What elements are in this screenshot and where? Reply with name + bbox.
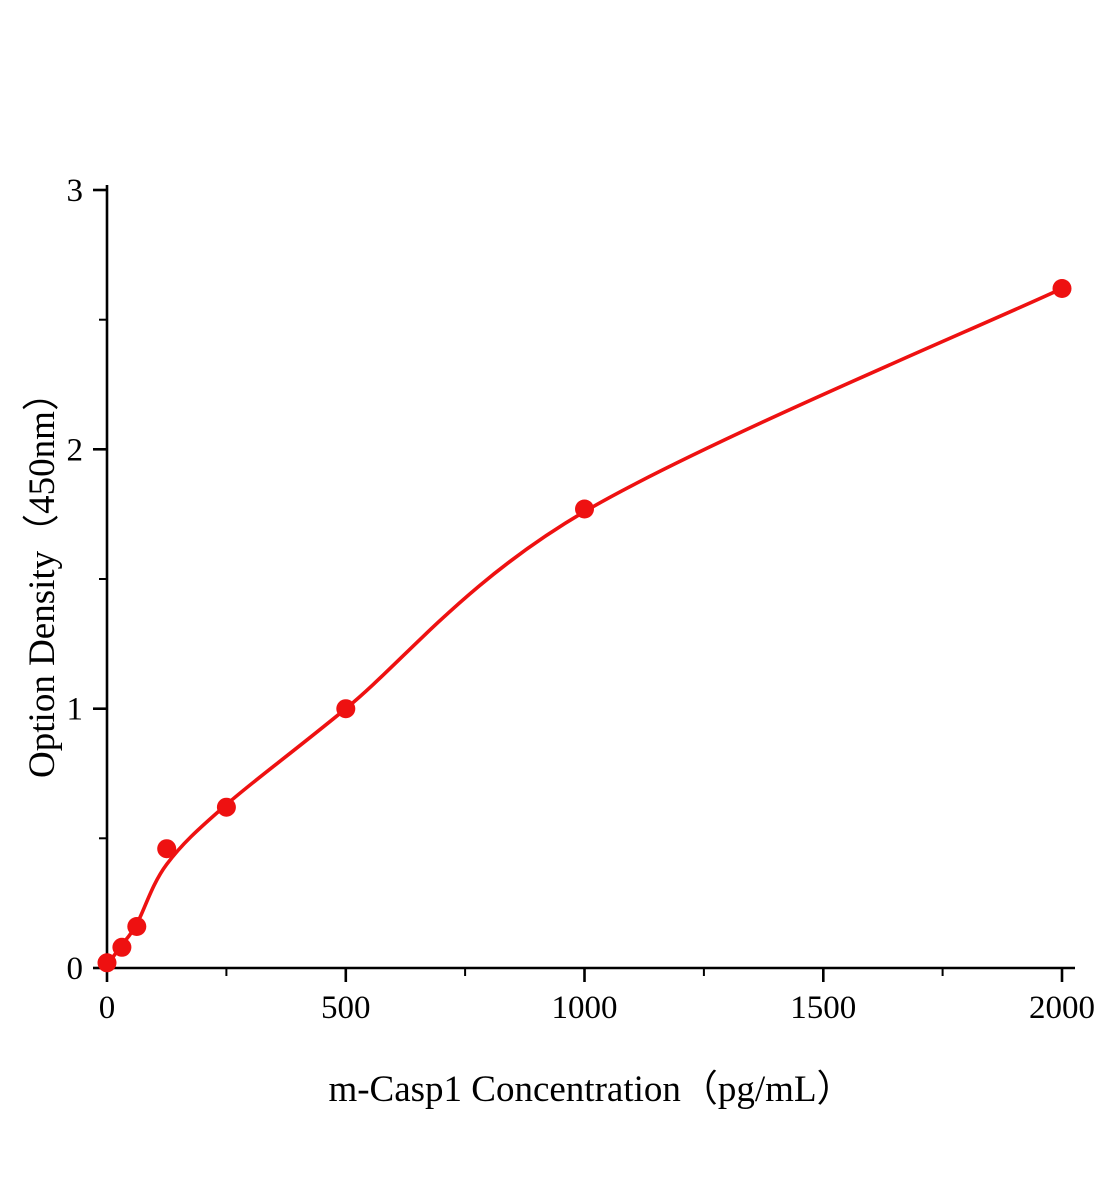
fit-curve <box>105 286 1064 968</box>
x-axis-title: m-Casp1 Concentration（pg/mL） <box>328 1069 854 1110</box>
x-tick-label: 500 <box>321 990 371 1026</box>
y-tick-label: 2 <box>67 432 84 468</box>
y-tick-label: 1 <box>67 692 84 728</box>
data-point <box>112 937 132 957</box>
y-tick-label: 0 <box>67 951 84 987</box>
data-point <box>575 499 594 519</box>
x-tick-label: 0 <box>99 990 116 1026</box>
x-tick-label: 1000 <box>552 990 618 1026</box>
y-axis-title: Option Density（450nm） <box>22 374 63 778</box>
data-point <box>216 797 236 817</box>
data-point <box>97 953 117 973</box>
data-point <box>1052 279 1072 298</box>
x-tick-label: 1500 <box>790 990 856 1026</box>
data-point <box>127 917 147 936</box>
y-tick-label: 3 <box>67 173 84 209</box>
data-point <box>157 839 177 859</box>
x-tick-label: 2000 <box>1029 990 1095 1026</box>
data-point <box>336 699 356 719</box>
